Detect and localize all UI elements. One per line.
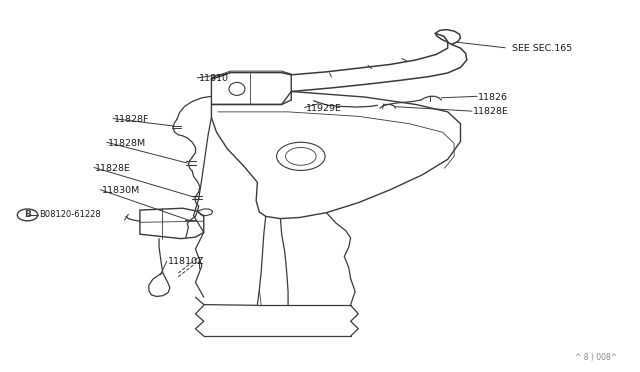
Text: 11828E: 11828E: [473, 108, 509, 116]
Text: 11929E: 11929E: [306, 104, 342, 113]
Text: 11810Z: 11810Z: [168, 257, 205, 266]
Text: 11828E: 11828E: [95, 164, 131, 173]
Text: 11828M: 11828M: [108, 138, 146, 148]
Text: 11830M: 11830M: [102, 186, 140, 195]
Text: ^ 8 ) 008^: ^ 8 ) 008^: [575, 353, 617, 362]
Text: B: B: [24, 211, 31, 219]
Text: 11810: 11810: [198, 74, 228, 83]
Text: SEE SEC.165: SEE SEC.165: [511, 44, 572, 53]
Text: 11828F: 11828F: [115, 115, 150, 124]
Text: B08120-61228: B08120-61228: [39, 211, 100, 219]
Text: 11826: 11826: [478, 93, 508, 102]
